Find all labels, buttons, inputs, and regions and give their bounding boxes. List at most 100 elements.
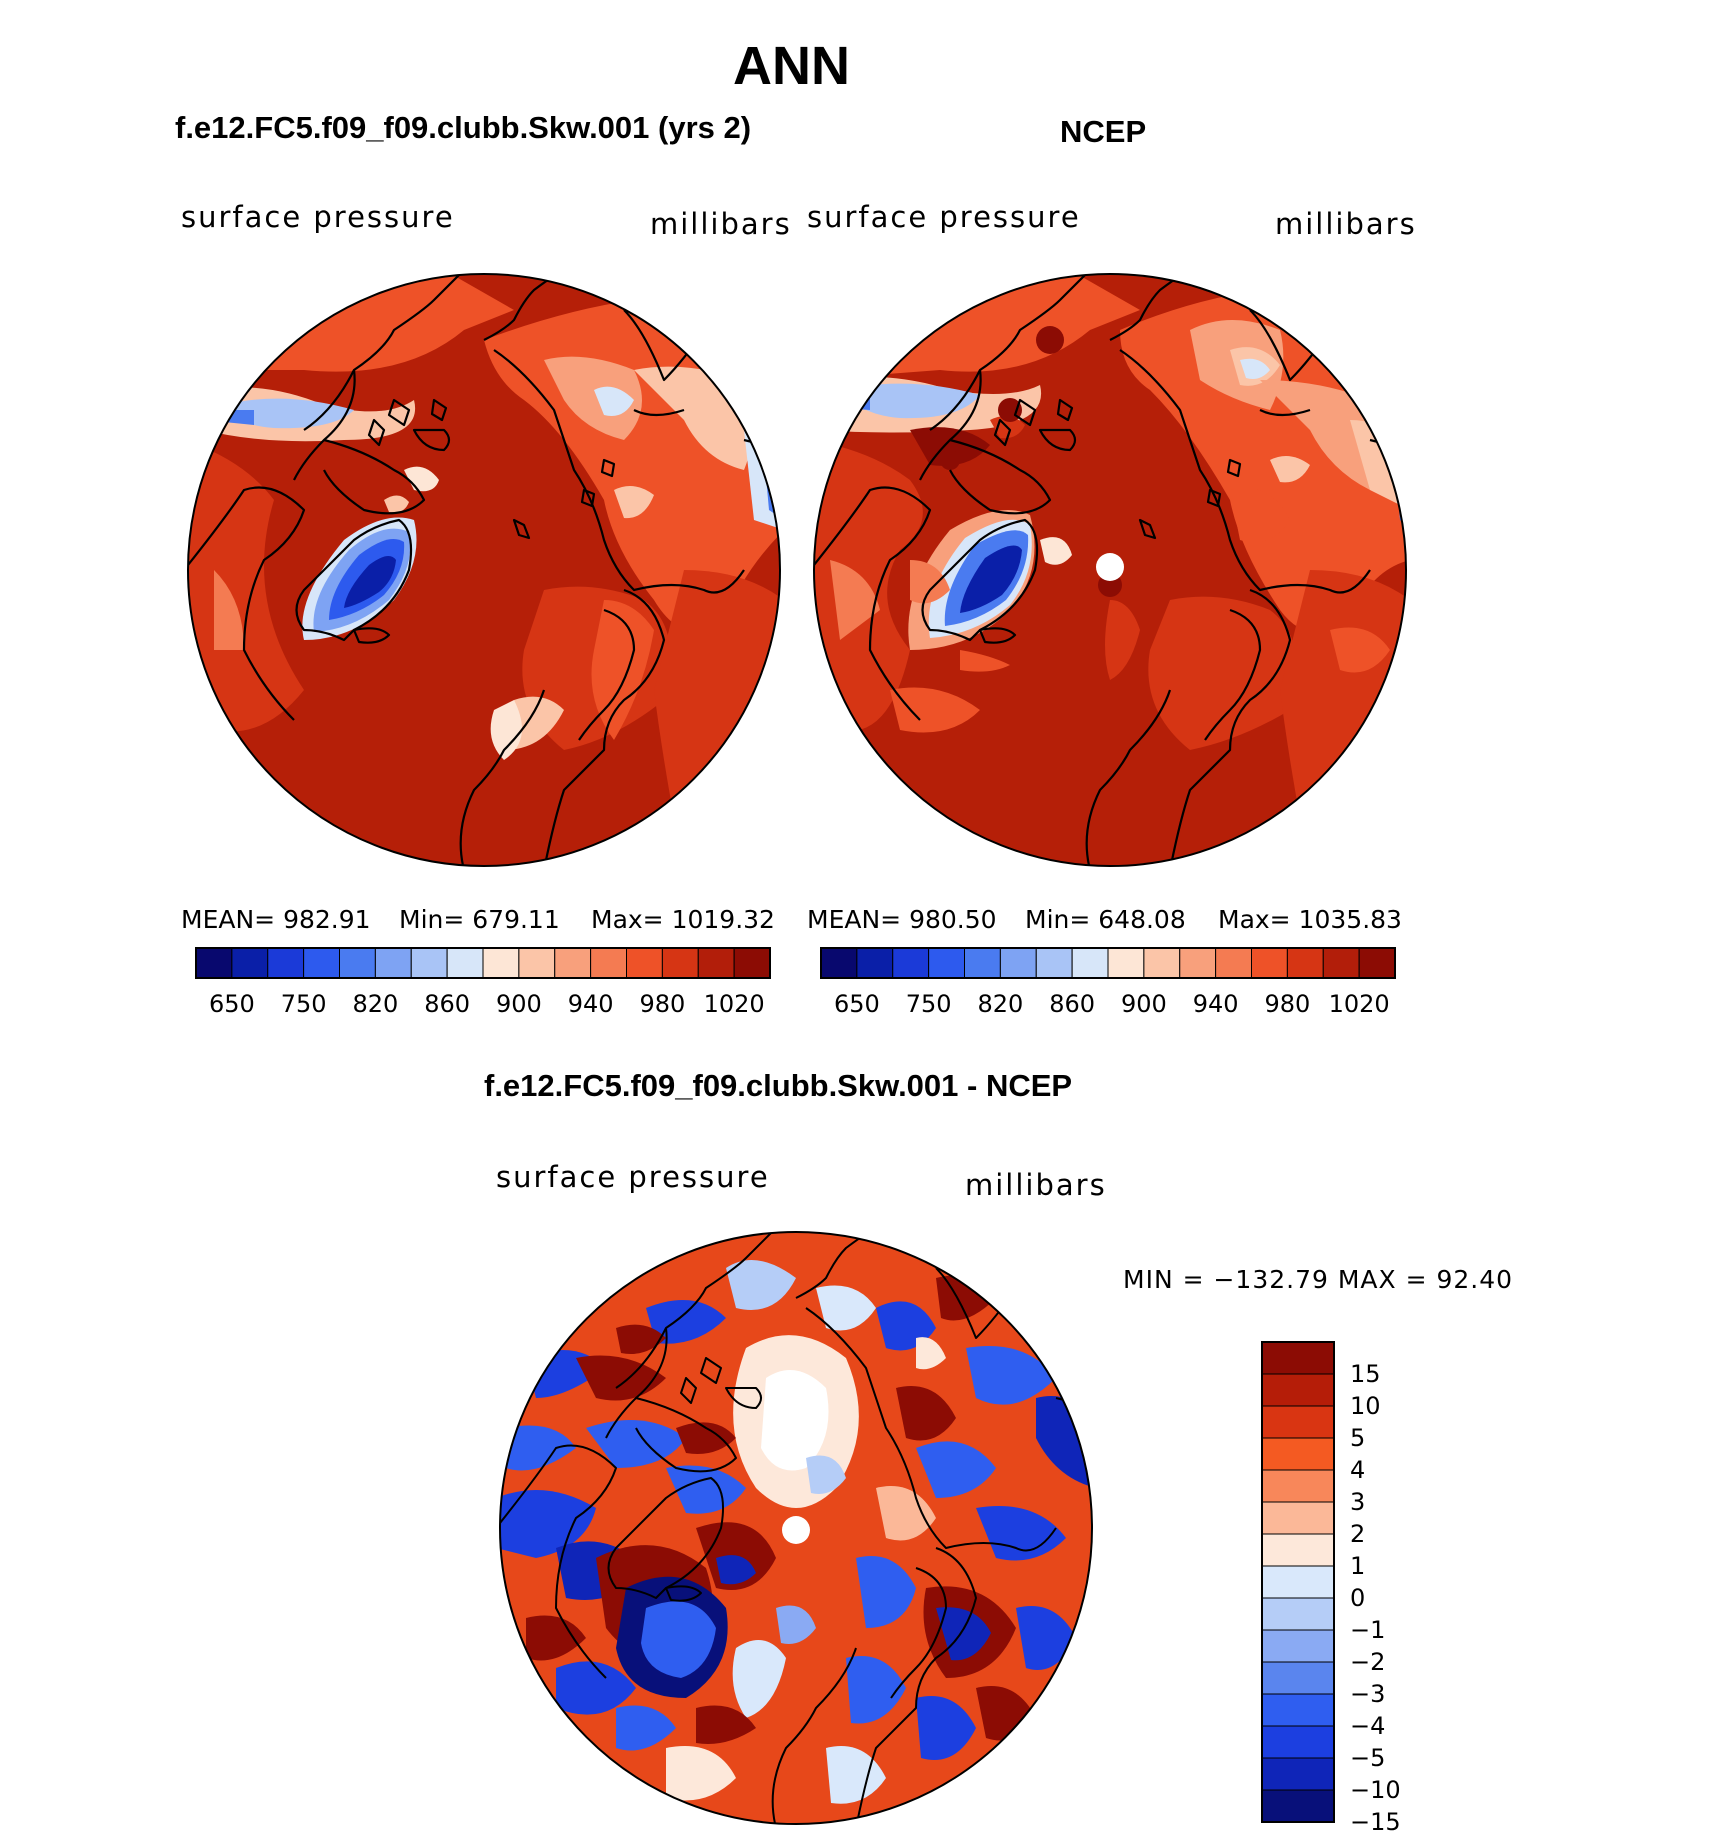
panel-1-colorbar — [195, 947, 771, 979]
colorbar-swatch — [195, 947, 233, 979]
panel-1-max: Max= 1019.32 — [591, 905, 775, 934]
polar-map-difference — [499, 1231, 1093, 1825]
colorbar-swatch — [482, 947, 520, 979]
colorbar-swatch — [1071, 947, 1109, 979]
colorbar-swatch — [1261, 1757, 1335, 1791]
colorbar-swatch — [964, 947, 1001, 979]
colorbar-swatch — [1179, 947, 1217, 979]
colorbar-tick-label: 980 — [1264, 990, 1311, 1018]
colorbar-tick-label: 10 — [1350, 1392, 1381, 1420]
colorbar-swatch — [1261, 1565, 1335, 1599]
colorbar-tick-label: 750 — [905, 990, 952, 1018]
colorbar-swatch — [626, 947, 663, 979]
colorbar-swatch — [231, 947, 269, 979]
colorbar-tick-label: 940 — [1192, 990, 1239, 1018]
colorbar-swatch — [1261, 1789, 1335, 1823]
diff-variable-label: surface pressure — [496, 1160, 770, 1194]
colorbar-swatch — [1261, 1341, 1335, 1375]
diff-colorbar — [1261, 1341, 1335, 1823]
diff-minmax: MIN = −132.79 MAX = 92.40 — [1123, 1265, 1514, 1294]
colorbar-tick-label: 860 — [424, 990, 471, 1018]
pole-mask — [1096, 553, 1124, 581]
colorbar-tick-label: −1 — [1350, 1616, 1386, 1644]
colorbar-swatch — [733, 947, 771, 979]
colorbar-swatch — [1035, 947, 1073, 979]
colorbar-swatch — [1261, 1533, 1335, 1567]
colorbar-tick-label: 900 — [1120, 990, 1167, 1018]
colorbar-swatch — [1261, 1373, 1335, 1407]
colorbar-swatch — [267, 947, 305, 979]
colorbar-tick-label: 650 — [208, 990, 255, 1018]
colorbar-tick-label: 750 — [280, 990, 327, 1018]
colorbar-swatch — [303, 947, 340, 979]
colorbar-tick-label: 15 — [1350, 1360, 1381, 1388]
panel-1-mean: MEAN= 982.91 — [181, 905, 371, 934]
colorbar-swatch — [1261, 1597, 1335, 1631]
polar-map-model — [187, 273, 781, 867]
colorbar-swatch — [892, 947, 930, 979]
colorbar-swatch — [339, 947, 376, 979]
colorbar-swatch — [518, 947, 556, 979]
colorbar-swatch — [928, 947, 965, 979]
colorbar-tick-label: 860 — [1049, 990, 1096, 1018]
colorbar-swatch — [1143, 947, 1181, 979]
colorbar-swatch — [1286, 947, 1324, 979]
colorbar-tick-label: 2 — [1350, 1520, 1366, 1548]
colorbar-swatch — [1261, 1469, 1335, 1503]
page-title: ANN — [733, 36, 850, 96]
colorbar-swatch — [820, 947, 858, 979]
colorbar-tick-label: −10 — [1350, 1776, 1401, 1804]
colorbar-tick-label: 3 — [1350, 1488, 1366, 1516]
panel-2-colorbar — [820, 947, 1396, 979]
colorbar-swatch — [1261, 1629, 1335, 1663]
colorbar-tick-label: 4 — [1350, 1456, 1366, 1484]
colorbar-swatch — [554, 947, 592, 979]
panel-2-heading: NCEP — [1060, 114, 1147, 149]
colorbar-swatch — [1261, 1661, 1335, 1695]
panel-1-units-label: millibars — [650, 207, 792, 241]
colorbar-tick-label: 940 — [567, 990, 614, 1018]
colorbar-tick-label: 1020 — [703, 990, 765, 1018]
colorbar-tick-label: −2 — [1350, 1648, 1386, 1676]
colorbar-tick-label: 980 — [639, 990, 686, 1018]
colorbar-tick-label: −4 — [1350, 1712, 1386, 1740]
colorbar-swatch — [1261, 1501, 1335, 1535]
colorbar-swatch — [1322, 947, 1360, 979]
colorbar-tick-label: 820 — [977, 990, 1024, 1018]
colorbar-swatch — [1251, 947, 1288, 979]
colorbar-tick-label: 820 — [352, 990, 399, 1018]
panel-2-variable-label: surface pressure — [807, 200, 1081, 234]
panel-2-mean: MEAN= 980.50 — [807, 905, 997, 934]
colorbar-tick-label: 0 — [1350, 1584, 1366, 1612]
colorbar-swatch — [1107, 947, 1145, 979]
diff-heading: f.e12.FC5.f09_f09.clubb.Skw.001 - NCEP — [484, 1068, 1073, 1103]
colorbar-tick-label: 900 — [495, 990, 542, 1018]
colorbar-tick-label: 1020 — [1328, 990, 1390, 1018]
colorbar-swatch — [590, 947, 627, 979]
colorbar-swatch — [661, 947, 699, 979]
pole-mask — [782, 1516, 810, 1544]
colorbar-swatch — [856, 947, 894, 979]
colorbar-tick-label: 5 — [1350, 1424, 1366, 1452]
panel-2-units-label: millibars — [1275, 207, 1417, 241]
colorbar-swatch — [1261, 1725, 1335, 1759]
colorbar-swatch — [999, 947, 1037, 979]
panel-1-min: Min= 679.11 — [399, 905, 560, 934]
colorbar-swatch — [1261, 1693, 1335, 1727]
colorbar-swatch — [697, 947, 735, 979]
diff-units-label: millibars — [965, 1168, 1107, 1202]
colorbar-swatch — [446, 947, 484, 979]
panel-1-heading: f.e12.FC5.f09_f09.clubb.Skw.001 (yrs 2) — [175, 110, 752, 145]
colorbar-tick-label: 650 — [833, 990, 880, 1018]
panel-2-max: Max= 1035.83 — [1218, 905, 1402, 934]
colorbar-swatch — [374, 947, 412, 979]
panel-2-min: Min= 648.08 — [1025, 905, 1186, 934]
colorbar-swatch — [1261, 1437, 1335, 1471]
polar-map-ncep — [813, 273, 1407, 867]
colorbar-tick-label: −15 — [1350, 1808, 1401, 1836]
colorbar-swatch — [1261, 1405, 1335, 1439]
colorbar-tick-label: −3 — [1350, 1680, 1386, 1708]
colorbar-tick-label: 1 — [1350, 1552, 1366, 1580]
colorbar-swatch — [1215, 947, 1252, 979]
colorbar-tick-label: −5 — [1350, 1744, 1386, 1772]
